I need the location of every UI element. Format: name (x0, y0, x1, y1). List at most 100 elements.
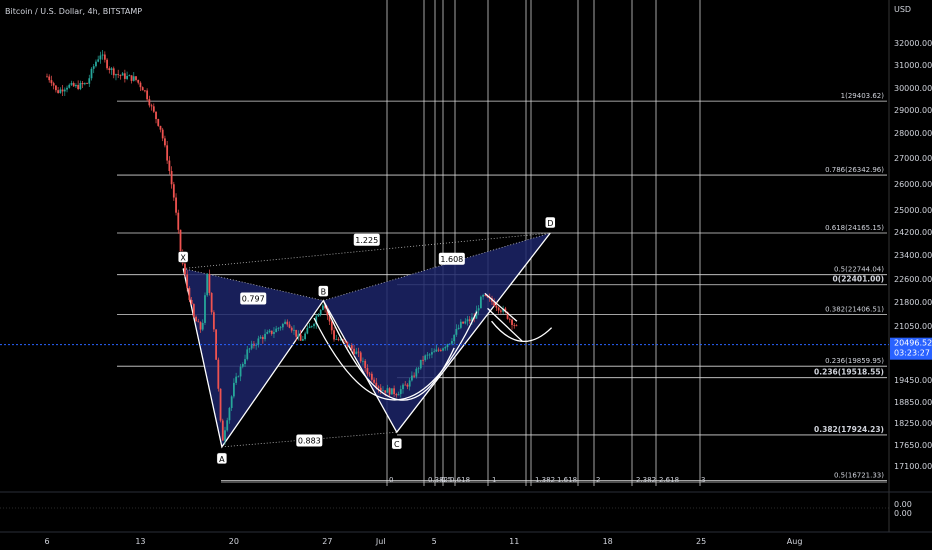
price-tick: 26000.00 (894, 180, 932, 189)
candle-body (337, 339, 340, 341)
candle-body (386, 388, 389, 393)
candle-body (393, 388, 395, 395)
candle-body (417, 368, 420, 370)
point-label-box (318, 285, 329, 297)
candle-body (355, 351, 358, 355)
candle-body (451, 341, 453, 344)
candle-body (233, 382, 235, 397)
candle-body (357, 351, 360, 353)
candle-body (126, 75, 128, 79)
candle-body (306, 328, 309, 334)
candle-body (444, 347, 447, 349)
time-tick: 11 (509, 537, 519, 546)
candle-body (437, 349, 440, 351)
candle-body (304, 333, 306, 340)
candle-body (319, 309, 322, 315)
candle-body (370, 373, 373, 380)
candle-body (479, 296, 482, 309)
candle-body (335, 339, 338, 341)
ratio-label: 0.883 (298, 437, 321, 446)
price-tick: 22600.00 (894, 275, 932, 284)
price-tick: 25000.00 (894, 206, 932, 215)
candle-body (422, 359, 424, 361)
point-label-box (177, 251, 189, 263)
candles (46, 49, 518, 445)
candle-body (500, 310, 502, 312)
candle-body (324, 305, 327, 309)
candle-body (239, 366, 242, 377)
time-fib-vertical-lines (221, 0, 887, 486)
price-axis-ticks: 32000.00 31000.00 30000.00 29000.00 28000.00… (894, 39, 932, 471)
candle-body (328, 315, 331, 322)
ratio-label-box (438, 252, 465, 265)
candle-body (497, 307, 500, 311)
pattern-ratio-line (323, 232, 551, 301)
candle-body (484, 294, 487, 296)
candle-body (128, 75, 131, 77)
candle-body (210, 292, 213, 313)
candle-body (228, 407, 231, 421)
candle-body (141, 87, 144, 91)
candle-body (315, 316, 318, 325)
candle-body (175, 197, 177, 213)
candle-body (466, 319, 469, 322)
candle-body (495, 305, 498, 308)
candle-body (226, 420, 229, 431)
drawn-arcs[interactable] (313, 292, 553, 401)
candle-body (50, 80, 53, 84)
candle-body (68, 84, 71, 88)
candle-body (184, 263, 186, 275)
candle-body (313, 324, 315, 327)
harmonic-point-labels: X A B C D (177, 216, 556, 465)
candle-body (221, 420, 224, 441)
candle-body (288, 324, 291, 328)
candle-body (502, 308, 505, 312)
candle-body (366, 368, 369, 374)
price-tick: 21800.00 (894, 298, 932, 307)
time-axis-ticks: 6 13 20 27 Jul 5 11 18 25 Aug (44, 537, 802, 546)
candle-body (359, 352, 362, 362)
candle-body (144, 90, 146, 92)
candle-body (139, 82, 142, 88)
time-fib-label: 1.382 (535, 476, 555, 484)
candle-body (59, 89, 62, 93)
ratio-label-box (240, 292, 267, 305)
candle-body (97, 59, 100, 62)
price-tick: 18250.00 (894, 419, 932, 428)
candle-body (344, 340, 347, 342)
candle-body (453, 334, 456, 342)
candle-body (515, 325, 518, 327)
candle-body (188, 287, 191, 300)
candle-body (197, 321, 200, 323)
time-tick: 18 (603, 537, 613, 546)
candle-body (301, 339, 304, 341)
candle-body (219, 388, 222, 421)
price-tick: 31000.00 (894, 61, 932, 70)
candle-body (48, 76, 51, 81)
time-fib-label: 1 (492, 476, 496, 484)
candle-body (388, 388, 391, 395)
candle-body (297, 334, 300, 337)
drawn-arc (484, 292, 518, 322)
candle-body (244, 359, 246, 365)
candle-body (152, 106, 155, 112)
time-fib-label: 0 (389, 476, 393, 484)
candle-body (110, 68, 113, 71)
candle-body (81, 83, 84, 85)
candle-body (177, 212, 180, 230)
fib-label: 0.5(16721.33) (834, 471, 884, 479)
candle-body (130, 75, 133, 81)
candle-body (190, 299, 193, 305)
candle-body (379, 387, 382, 391)
fib-label: 1(29403.62) (841, 92, 885, 100)
price-tick: 23400.00 (894, 251, 932, 260)
ratio-label: 1.608 (440, 255, 463, 264)
point-label: A (219, 455, 225, 464)
candle-body (411, 375, 413, 381)
drawn-arc (322, 300, 455, 401)
candle-body (95, 61, 97, 67)
ratio-label-box (353, 233, 380, 246)
price-tick: 27000.00 (894, 154, 932, 163)
candle-body (157, 119, 160, 126)
